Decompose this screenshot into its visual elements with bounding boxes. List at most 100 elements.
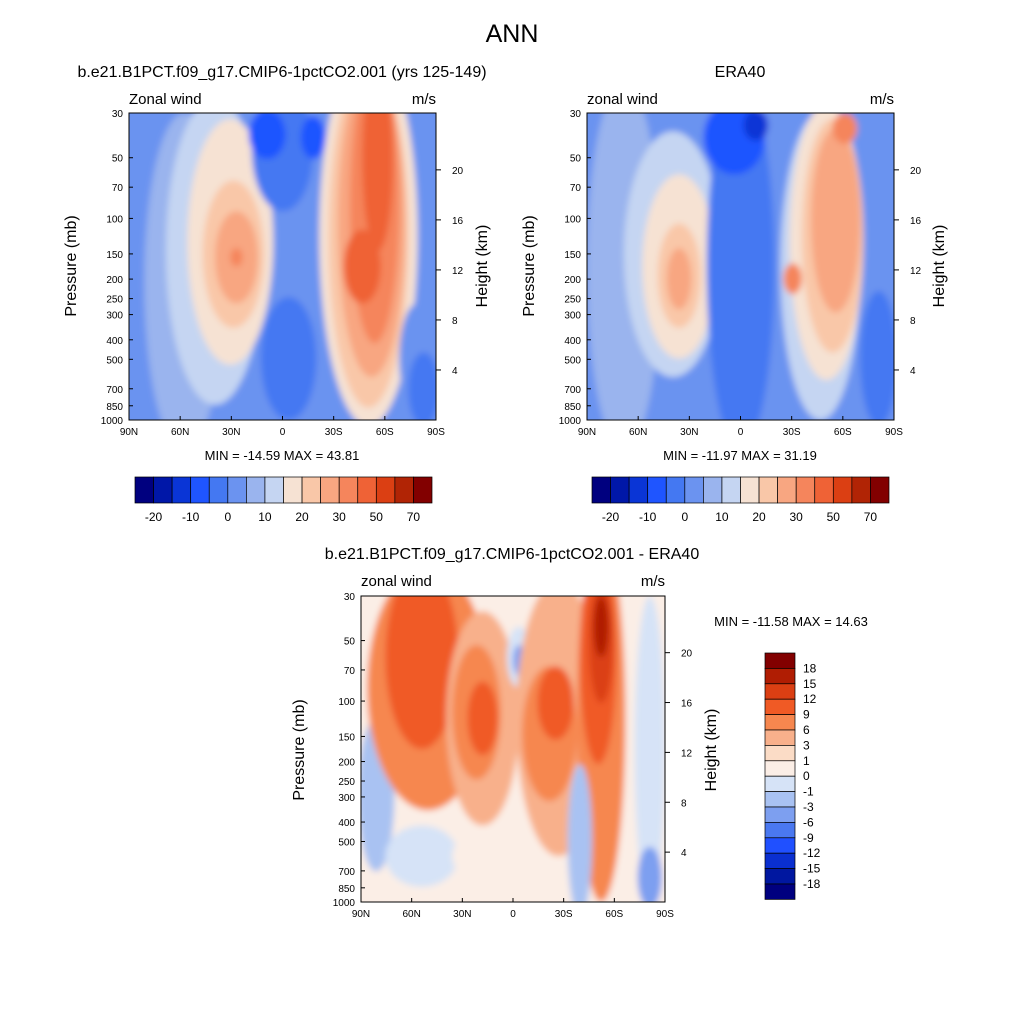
- field-label: Zonal wind: [129, 91, 202, 108]
- colorbar-label: -3: [803, 800, 814, 814]
- colorbar-label: -20: [145, 510, 163, 524]
- colorbar-swatch: [764, 791, 796, 808]
- colorbar-swatch: [764, 729, 796, 746]
- x-tick-label: 0: [280, 427, 286, 438]
- colorbar-swatch: [721, 476, 741, 504]
- colorbar-label: -10: [182, 510, 200, 524]
- height-tick-label: 16: [681, 699, 693, 710]
- colorbar-label: 6: [803, 723, 810, 737]
- x-tick-label: 90N: [578, 427, 596, 438]
- colorbar-swatch: [320, 476, 340, 504]
- y-tick-label: 850: [106, 402, 123, 413]
- height-tick-label: 20: [910, 166, 922, 177]
- contour-field: [587, 113, 894, 420]
- panel-title: b.e21.B1PCT.f09_g17.CMIP6-1pctCO2.001 - …: [325, 546, 700, 563]
- colorbar-label: 10: [258, 510, 272, 524]
- x-tick-label: 0: [738, 427, 744, 438]
- y-axis-right-label: Height (km): [474, 225, 491, 308]
- colorbar-label: -12: [803, 846, 821, 860]
- colorbar-swatch: [777, 476, 797, 504]
- colorbar-swatch: [153, 476, 173, 504]
- colorbar-swatch: [851, 476, 871, 504]
- colorbar-label: 0: [803, 769, 810, 783]
- colorbar-swatch: [764, 806, 796, 823]
- x-tick-label: 30S: [783, 427, 801, 438]
- colorbar-swatch: [628, 476, 649, 504]
- y-tick-label: 250: [106, 295, 123, 306]
- y-tick-label: 300: [564, 311, 581, 322]
- colorbar-label: 20: [295, 510, 309, 524]
- height-tick-label: 16: [452, 216, 464, 227]
- y-tick-label: 200: [338, 758, 355, 769]
- colorbar-label: 20: [752, 510, 766, 524]
- y-tick-label: 400: [106, 336, 123, 347]
- colorbar-swatch: [764, 698, 796, 715]
- colorbar-swatch: [764, 683, 796, 700]
- colorbar-swatch: [703, 476, 723, 504]
- colorbar-label: -18: [803, 877, 821, 891]
- y-tick-label: 500: [564, 355, 581, 366]
- y-tick-label: 100: [564, 214, 581, 225]
- y-tick-label: 250: [564, 295, 581, 306]
- contour-field: [129, 113, 436, 420]
- colorbar-swatch: [764, 714, 796, 731]
- colorbar-label: 0: [224, 510, 231, 524]
- x-tick-label: 90S: [656, 909, 674, 920]
- x-tick-label: 60N: [629, 427, 647, 438]
- y-tick-label: 1000: [559, 416, 582, 427]
- figure-title: ANN: [486, 20, 539, 48]
- colorbar-swatch: [208, 476, 229, 504]
- x-tick-label: 30N: [222, 427, 240, 438]
- x-tick-label: 60N: [402, 909, 420, 920]
- height-tick-label: 16: [910, 216, 922, 227]
- y-tick-label: 300: [338, 793, 355, 804]
- y-tick-label: 200: [564, 275, 581, 286]
- colorbar-swatch: [338, 476, 359, 504]
- x-tick-label: 30N: [453, 909, 471, 920]
- colorbar-swatch: [814, 476, 834, 504]
- y-tick-label: 400: [338, 818, 355, 829]
- y-tick-label: 200: [106, 275, 123, 286]
- contour-field: [361, 596, 665, 902]
- height-tick-label: 4: [452, 366, 458, 377]
- x-tick-label: 30S: [555, 909, 573, 920]
- x-tick-label: 90S: [427, 427, 445, 438]
- colorbar-label: 0: [681, 510, 688, 524]
- colorbar-label: -6: [803, 815, 814, 829]
- y-axis-label: Pressure (mb): [521, 215, 538, 316]
- colorbar-swatch: [764, 652, 796, 669]
- colorbar-swatch: [246, 476, 266, 504]
- height-tick-label: 8: [910, 316, 916, 327]
- colorbar-swatch: [665, 476, 686, 504]
- colorbar-swatch: [764, 852, 796, 869]
- colorbar-swatch: [190, 476, 210, 504]
- colorbar-swatch: [795, 476, 816, 504]
- y-tick-label: 150: [564, 250, 581, 261]
- panel-difference: b.e21.B1PCT.f09_g17.CMIP6-1pctCO2.001 - …: [291, 546, 868, 920]
- y-tick-label: 70: [570, 183, 582, 194]
- colorbar-label: -15: [803, 862, 821, 876]
- x-tick-label: 90N: [120, 427, 138, 438]
- y-tick-label: 100: [106, 214, 123, 225]
- height-tick-label: 20: [452, 166, 464, 177]
- colorbar-swatch: [764, 868, 796, 885]
- y-tick-label: 50: [112, 154, 124, 165]
- colorbar-label: 10: [715, 510, 729, 524]
- colorbar-swatch: [610, 476, 630, 504]
- y-tick-label: 500: [106, 355, 123, 366]
- y-tick-label: 30: [344, 592, 356, 603]
- y-tick-label: 700: [106, 385, 123, 396]
- colorbar-swatch: [264, 476, 284, 504]
- colorbar-swatch: [357, 476, 377, 504]
- colorbar-swatch: [684, 476, 704, 504]
- colorbar-label: 15: [803, 677, 817, 691]
- colorbar-label: -10: [639, 510, 657, 524]
- x-tick-label: 90S: [885, 427, 903, 438]
- y-tick-label: 500: [338, 838, 355, 849]
- y-tick-label: 1000: [101, 416, 124, 427]
- colorbar-swatch: [764, 883, 796, 900]
- y-axis-right-label: Height (km): [703, 709, 720, 792]
- height-tick-label: 8: [452, 316, 458, 327]
- x-tick-label: 30N: [680, 427, 698, 438]
- colorbar-label: -1: [803, 785, 814, 799]
